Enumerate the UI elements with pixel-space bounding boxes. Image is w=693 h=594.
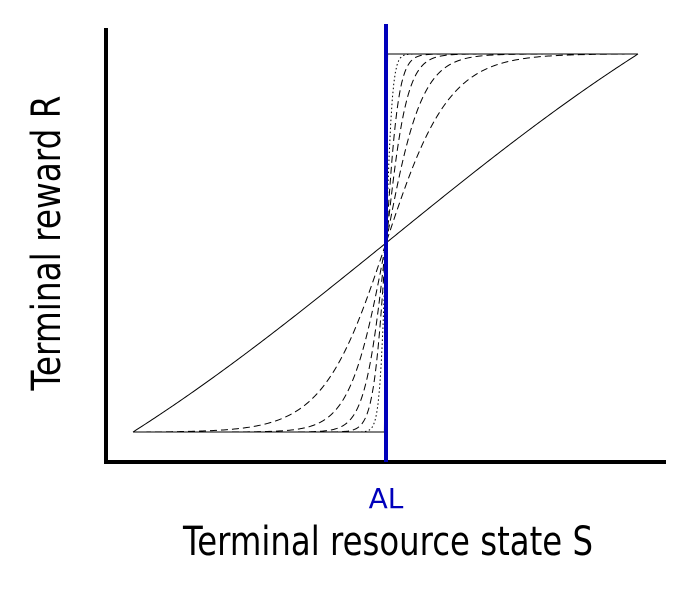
y-axis-label: Terminal reward R — [24, 96, 70, 392]
x-tick-label-al: AL — [369, 482, 404, 515]
x-axis-label: Terminal resource state S — [182, 519, 593, 565]
